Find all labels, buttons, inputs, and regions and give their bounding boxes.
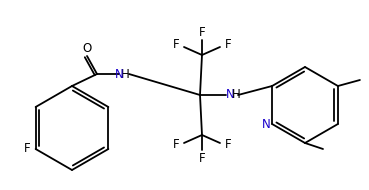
Text: H: H [232,89,240,101]
Text: F: F [24,142,31,155]
Text: F: F [173,139,179,151]
Text: F: F [225,139,231,151]
Text: F: F [225,39,231,51]
Text: F: F [173,39,179,51]
Text: F: F [199,26,205,40]
Text: F: F [199,151,205,165]
Text: N: N [225,89,234,101]
Text: H: H [121,67,130,81]
Text: N: N [115,67,123,81]
Text: O: O [82,41,92,55]
Text: N: N [262,117,270,131]
